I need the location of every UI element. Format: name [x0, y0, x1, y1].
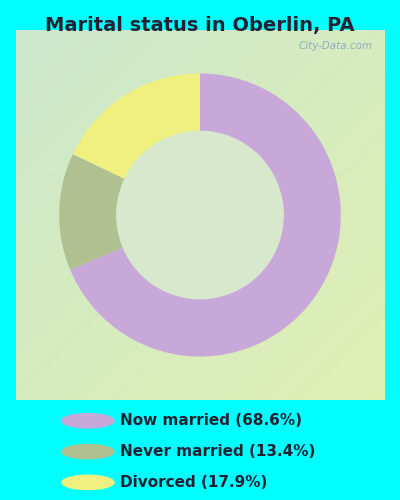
Wedge shape	[70, 74, 341, 356]
Text: Marital status in Oberlin, PA: Marital status in Oberlin, PA	[45, 16, 355, 34]
Wedge shape	[59, 154, 125, 270]
Circle shape	[62, 414, 114, 428]
Text: Never married (13.4%): Never married (13.4%)	[120, 444, 315, 459]
Text: Now married (68.6%): Now married (68.6%)	[120, 414, 302, 428]
Circle shape	[62, 444, 114, 459]
Text: City-Data.com: City-Data.com	[299, 41, 373, 51]
Text: Divorced (17.9%): Divorced (17.9%)	[120, 475, 267, 490]
Wedge shape	[73, 74, 200, 179]
Circle shape	[117, 132, 283, 298]
Circle shape	[62, 475, 114, 490]
